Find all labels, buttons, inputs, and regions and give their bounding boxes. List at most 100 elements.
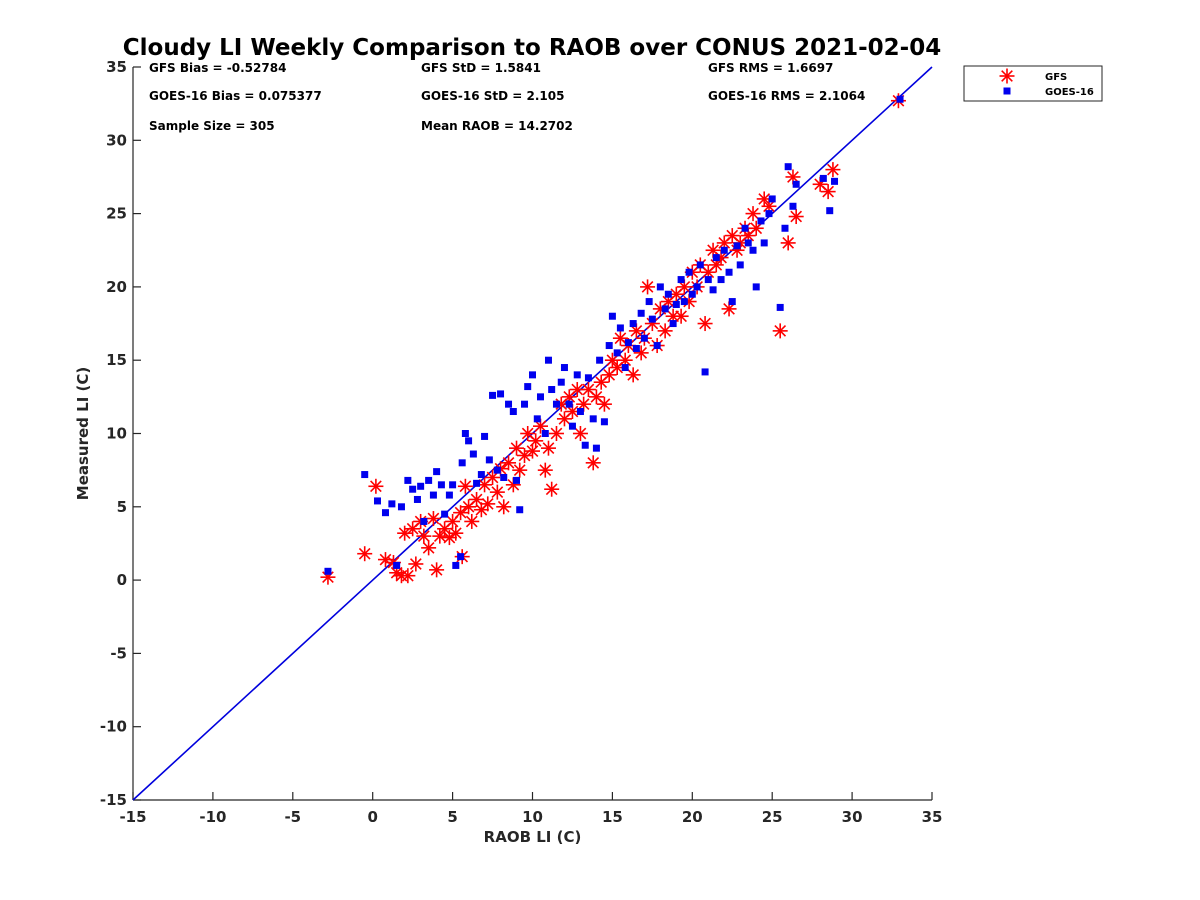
y-tick-label: 20 — [106, 278, 127, 296]
y-tick-label: 10 — [106, 425, 127, 443]
goes16-point — [441, 510, 449, 518]
goes16-point — [481, 432, 489, 440]
goes16-point — [592, 444, 600, 452]
goes16-point — [664, 290, 672, 298]
goes16-point — [521, 400, 529, 408]
goes16-point — [712, 254, 720, 262]
stat-text: GOES-16 RMS = 2.1064 — [708, 89, 865, 103]
goes16-point — [541, 430, 549, 437]
y-tick-label: 25 — [106, 205, 127, 223]
goes16-point — [461, 430, 469, 437]
stat-text: Sample Size = 305 — [149, 119, 275, 133]
goes16-point — [600, 418, 608, 426]
goes16-point — [500, 473, 508, 481]
goes16-point — [404, 476, 412, 484]
gfs-point — [357, 546, 373, 562]
goes16-point — [688, 290, 696, 298]
series-goes-16 — [324, 95, 904, 575]
gfs-point — [772, 323, 788, 339]
goes16-point — [560, 364, 568, 372]
goes16-point — [425, 476, 433, 484]
legend: GFS GOES-16 — [963, 65, 1103, 102]
legend-gfs-label: GFS — [1045, 72, 1067, 83]
gfs-point — [748, 220, 764, 236]
goes16-point — [789, 202, 797, 210]
legend-goes16-label: GOES-16 — [1045, 87, 1094, 98]
stat-text: GOES-16 Bias = 0.075377 — [149, 89, 322, 103]
gfs-point — [537, 462, 553, 478]
gfs-point — [489, 484, 505, 500]
goes16-point — [417, 482, 425, 490]
goes16-point — [757, 217, 765, 225]
goes16-point — [632, 344, 640, 352]
gfs-point — [400, 568, 416, 584]
gfs-point — [532, 418, 548, 434]
gfs-point — [572, 426, 588, 441]
goes16-point — [413, 495, 421, 503]
goes16-point — [781, 224, 789, 232]
gfs-point — [548, 426, 564, 441]
goes16-point — [388, 500, 396, 508]
goes16-point — [548, 386, 556, 394]
goes16-point — [704, 276, 712, 284]
legend-gfs-marker — [999, 68, 1015, 84]
x-tick-label: 30 — [842, 808, 863, 826]
gfs-point — [461, 499, 477, 515]
gfs-point — [368, 478, 384, 494]
goes16-point — [728, 298, 736, 306]
stat-text: GOES-16 StD = 2.105 — [421, 89, 564, 103]
goes16-point — [613, 349, 621, 357]
goes16-point — [469, 450, 477, 458]
y-tick-label: -10 — [100, 718, 127, 736]
y-tick-label: 5 — [117, 498, 127, 516]
goes16-point — [736, 261, 744, 269]
gfs-point — [676, 279, 692, 295]
goes16-point — [637, 309, 645, 317]
gfs-point — [625, 367, 641, 383]
x-tick-label: 20 — [682, 808, 703, 826]
x-tick-label: 0 — [367, 808, 377, 826]
gfs-point — [528, 433, 544, 449]
plot-area: -15 -10 -5 0 5 10 15 20 25 30 35 -15 -10 -5 0 5 10 15 20 25… — [100, 58, 943, 826]
goes16-point — [792, 180, 800, 188]
gfs-point — [501, 455, 517, 471]
goes16-point — [473, 479, 481, 487]
gfs-point — [721, 301, 737, 317]
gfs-point — [596, 396, 612, 412]
gfs-point — [724, 228, 740, 244]
goes16-point — [489, 391, 497, 399]
gfs-point — [580, 382, 596, 398]
goes16-point — [733, 242, 741, 250]
goes16-point — [449, 481, 457, 489]
goes16-point — [629, 320, 637, 328]
y-tick-label: 0 — [117, 571, 127, 589]
goes16-point — [465, 437, 473, 445]
gfs-point — [408, 556, 424, 572]
stat-text: GFS StD = 1.5841 — [421, 61, 541, 75]
goes16-point — [640, 334, 648, 342]
goes16-point — [752, 283, 760, 291]
goes16-point — [584, 374, 592, 382]
stat-text: Mean RAOB = 14.2702 — [421, 119, 573, 133]
goes16-point — [720, 246, 728, 254]
stat-text: GFS Bias = -0.52784 — [149, 61, 286, 75]
goes16-point — [477, 471, 485, 479]
gfs-point — [320, 569, 336, 585]
goes16-point — [717, 276, 725, 284]
goes16-point — [497, 390, 505, 398]
goes16-point — [624, 339, 632, 347]
gfs-point — [657, 323, 673, 339]
gfs-point — [640, 279, 656, 295]
gfs-point — [525, 443, 540, 459]
goes16-point — [616, 324, 624, 332]
goes16-point — [653, 342, 661, 350]
y-tick-label: 35 — [106, 58, 127, 76]
x-tick-label: 10 — [522, 808, 543, 826]
x-tick-label: 15 — [602, 808, 623, 826]
gfs-point — [756, 191, 772, 207]
gfs-point — [480, 496, 496, 512]
goes16-point — [819, 174, 827, 182]
goes16-point — [381, 509, 389, 517]
